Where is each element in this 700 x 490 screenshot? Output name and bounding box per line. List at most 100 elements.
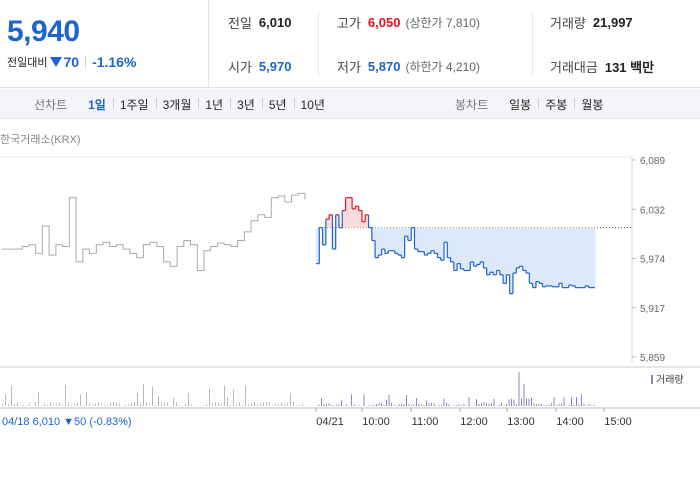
volume-bar [588, 403, 590, 406]
volume-bar [68, 402, 69, 406]
volume-bar [508, 399, 510, 406]
volume-bar [167, 402, 168, 406]
volume-bar [23, 405, 24, 406]
volume-bar [553, 397, 555, 406]
lower-limit: (하한가 4,210) [405, 59, 480, 74]
tab-weekly[interactable]: 주봉 [538, 96, 574, 113]
volume-bar [140, 404, 141, 406]
volume-bar [188, 393, 189, 406]
open-value: 5,970 [258, 58, 292, 74]
area-segment [453, 227, 458, 271]
stat-open: 시가 5,970 [228, 44, 291, 88]
area-segment [542, 227, 547, 287]
volume-bar [47, 404, 48, 406]
volume-bar [239, 402, 240, 406]
area-segment [365, 214, 370, 228]
volume-bar [8, 403, 9, 406]
y-tick-label: 5,974 [640, 255, 665, 266]
volume-bar [353, 404, 355, 406]
stat-high: 고가 6,050 (상한가 7,810) [337, 0, 480, 44]
volume-bar [128, 404, 129, 406]
volume-bar [578, 404, 580, 406]
volume-bar [343, 405, 345, 406]
volume-bar [461, 405, 462, 406]
volume-bar [38, 391, 39, 406]
area-segment [401, 227, 406, 258]
prev-close-value: 6,010 [258, 14, 292, 30]
volume-bar [498, 404, 500, 406]
volume-bar [416, 398, 417, 406]
tab-1day[interactable]: 1일 [88, 97, 106, 112]
volume-bar [431, 403, 432, 406]
area-segment [437, 227, 442, 258]
volume-bar [456, 405, 457, 406]
area-segment [384, 227, 389, 254]
volume-bar [74, 404, 75, 406]
volume-bar [233, 389, 234, 406]
area-segment [493, 227, 498, 275]
tab-1week[interactable]: 1주일 [112, 96, 156, 113]
area-segment [391, 227, 396, 251]
volume-bar [248, 404, 249, 406]
volume-bar [266, 402, 267, 406]
line-chart-title: 선차트 [34, 97, 68, 112]
volume-bar [227, 397, 228, 406]
volume-bar [533, 403, 535, 406]
low-value: 5,870 [367, 58, 401, 74]
volume-bar [501, 403, 502, 406]
volume-bar [528, 398, 530, 406]
volume-bar [212, 403, 213, 406]
volume-bar [558, 403, 560, 406]
volume-bar [591, 405, 592, 406]
volume-bar [293, 402, 294, 406]
area-segment [535, 227, 540, 282]
volume-bar [561, 403, 562, 406]
volume-bar [119, 403, 120, 406]
volume-bars [2, 372, 595, 406]
volume-bar [116, 402, 117, 406]
volume-bar [371, 405, 372, 406]
area-segment [545, 227, 550, 286]
area-segment [549, 227, 553, 286]
volume-bar [481, 403, 482, 406]
data-source: 한국거래소(KRX) [0, 134, 81, 146]
volume-bar [143, 384, 144, 406]
area-segment [348, 197, 353, 228]
area-segment [414, 227, 419, 250]
area-segment [316, 227, 320, 264]
tab-daily[interactable]: 일봉 [509, 97, 532, 112]
tab-10year[interactable]: 10년 [293, 96, 332, 113]
prev-day-line [2, 192, 306, 271]
x-tick-label: 11:00 [412, 416, 439, 428]
volume-bar [281, 402, 282, 406]
tab-3year[interactable]: 3년 [230, 96, 262, 113]
volume-bar [321, 398, 322, 406]
volume-bar [571, 397, 572, 406]
price-chart[interactable]: 6,089 6,032 5,974 5,917 5,859 04/21 10:00 11:0… [0, 120, 700, 490]
change-row: 전일대비 70 -1.16% [7, 54, 136, 70]
tab-1year[interactable]: 1년 [198, 96, 230, 113]
volume-bar [206, 404, 207, 406]
tab-3month[interactable]: 3개월 [155, 96, 199, 113]
volume-bar [448, 404, 450, 406]
stats-grid: 전일 6,010 고가 6,050 (상한가 7,810) 거래량 21,997… [210, 0, 700, 88]
prev-close-fill [316, 197, 596, 294]
volume-bar [284, 404, 285, 406]
area-segment [562, 227, 566, 288]
area-segment [486, 227, 491, 275]
volume-bar [152, 386, 153, 406]
tab-5year[interactable]: 5년 [261, 96, 294, 113]
volume-bar [486, 403, 487, 406]
volume-bar [516, 404, 517, 406]
area-segment [444, 227, 448, 243]
tab-monthly[interactable]: 월봉 [574, 96, 610, 113]
volume-bar [536, 404, 537, 406]
volume-bar [423, 404, 425, 406]
volume-bar [573, 405, 575, 406]
area-segment [476, 227, 481, 265]
volume-bar [318, 404, 320, 406]
volume-bar [59, 402, 60, 406]
volume-bar [341, 400, 342, 406]
volume-bar [521, 398, 522, 406]
volume-bar [506, 403, 507, 406]
